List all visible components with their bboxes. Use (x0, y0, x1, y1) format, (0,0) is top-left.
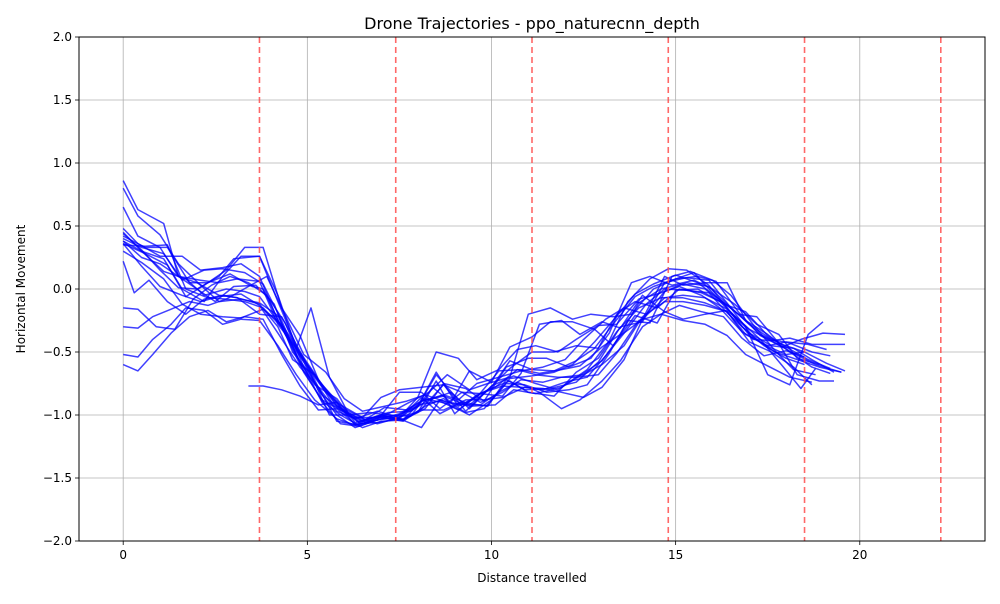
trajectory-line-11 (123, 275, 835, 428)
trajectory-line-20 (122, 250, 827, 419)
x-tick-label: 5 (304, 548, 312, 562)
trajectory-line-12 (123, 285, 805, 420)
y-tick-label: −1.5 (43, 471, 72, 485)
x-axis-ticks: 0 5 10 15 20 (119, 541, 867, 562)
y-tick-label: 0.0 (53, 282, 72, 296)
chart-title: Drone Trajectories - ppo_naturecnn_depth (364, 14, 700, 34)
trajectory-line-9 (123, 244, 846, 412)
y-axis-ticks: −2.0 −1.5 −1.0 −0.5 0.0 0.5 1.0 1.5 2.0 (43, 30, 79, 548)
y-tick-label: 0.5 (53, 219, 72, 233)
trajectory-line-15 (122, 240, 834, 424)
y-tick-label: −0.5 (43, 345, 72, 359)
x-tick-label: 10 (484, 548, 499, 562)
trajectory-line-19 (122, 243, 831, 426)
x-tick-label: 15 (668, 548, 683, 562)
y-tick-label: 2.0 (53, 30, 72, 44)
y-axis-label: Horizontal Movement (14, 224, 28, 353)
series-layer (122, 180, 846, 429)
y-tick-label: −2.0 (43, 534, 72, 548)
x-axis-label: Distance travelled (477, 571, 586, 585)
x-tick-label: 0 (119, 548, 127, 562)
y-tick-label: −1.0 (43, 408, 72, 422)
marker-layer (258, 37, 942, 541)
x-tick-label: 20 (852, 548, 867, 562)
y-tick-label: 1.5 (53, 93, 72, 107)
trajectory-line-8 (122, 242, 816, 424)
trajectory-line-16 (248, 294, 824, 426)
y-tick-label: 1.0 (53, 156, 72, 170)
